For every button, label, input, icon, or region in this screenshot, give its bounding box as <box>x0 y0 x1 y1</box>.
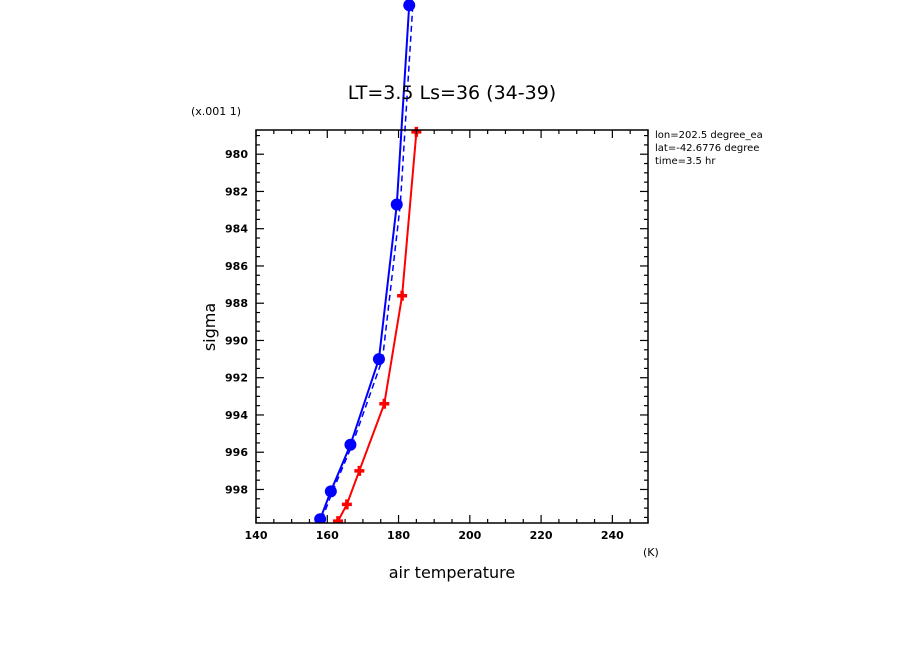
y-tick-label: 988 <box>225 297 248 310</box>
info-lat: lat=-42.6776 degree <box>655 143 759 154</box>
x-tick-label: 180 <box>387 529 410 542</box>
chart-title: LT=3.5 Ls=36 (34-39) <box>348 82 556 104</box>
y-tick-label: 982 <box>225 185 248 198</box>
series-2 <box>321 5 414 520</box>
series-0 <box>332 126 422 523</box>
data-point <box>354 465 365 476</box>
y-tick-label: 980 <box>225 148 248 161</box>
x-unit-label: (K) <box>643 546 659 559</box>
data-point <box>332 516 343 523</box>
y-tick-label: 986 <box>225 260 248 273</box>
y-tick-label: 990 <box>225 334 248 347</box>
info-lon: lon=202.5 degree_ea <box>655 130 763 141</box>
series-line <box>321 5 414 520</box>
y-multiplier-label: (x.001 1) <box>191 105 241 118</box>
series-1 <box>314 0 416 523</box>
y-tick-label: 994 <box>225 409 248 422</box>
plot-frame <box>255 129 649 524</box>
y-tick-label: 996 <box>225 446 248 459</box>
tick-layer: 140 160 180 200 220 240 980 982 984 986 988 990 992 9… <box>225 130 649 542</box>
info-time: time=3.5 hr <box>655 156 716 167</box>
data-point <box>379 398 390 409</box>
data-point <box>372 353 385 366</box>
y-tick-label: 998 <box>225 483 248 496</box>
x-tick-label: 240 <box>601 529 624 542</box>
info-block: lon=202.5 degree_ea lat=-42.6776 degree … <box>655 130 763 167</box>
x-tick-label: 200 <box>458 529 481 542</box>
x-tick-label: 160 <box>316 529 339 542</box>
series-layer <box>314 0 422 523</box>
data-point <box>403 0 416 12</box>
data-point <box>341 499 352 510</box>
y-tick-label: 984 <box>225 223 248 236</box>
series-line <box>337 131 418 522</box>
x-axis-label: air temperature <box>389 563 515 582</box>
data-point <box>397 290 408 301</box>
y-axis-label: sigma <box>200 303 219 351</box>
y-tick-label: 992 <box>225 372 248 385</box>
x-tick-label: 220 <box>530 529 553 542</box>
x-tick-label: 140 <box>245 529 268 542</box>
